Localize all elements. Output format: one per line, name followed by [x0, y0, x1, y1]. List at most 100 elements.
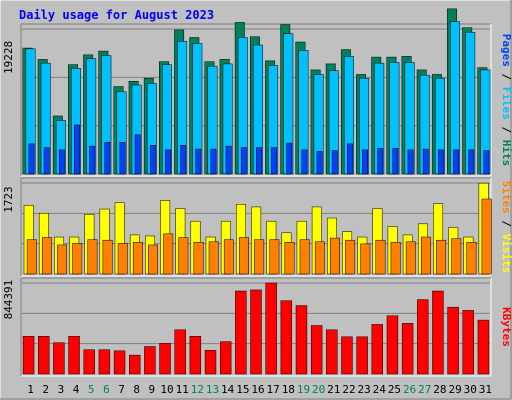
sites-bar	[148, 244, 159, 275]
panel-max-label: 844391	[2, 280, 15, 320]
sites-bar	[117, 243, 128, 275]
kbytes-bar	[477, 319, 490, 375]
kbytes-bar	[235, 290, 247, 375]
sites-bar	[178, 237, 189, 275]
x-tick-label: 2	[42, 383, 49, 396]
kbytes-bar	[38, 336, 50, 375]
kbytes-bar	[189, 336, 202, 375]
x-tick-label: 26	[403, 383, 416, 396]
x-tick-label: 9	[149, 383, 156, 396]
sites-bar	[345, 239, 356, 275]
sites-bar	[466, 242, 477, 275]
pages-bar	[347, 143, 353, 175]
pages-bar	[210, 148, 217, 175]
x-tick-label: 17	[267, 383, 280, 396]
sites-bar	[390, 242, 401, 275]
x-tick-label: 6	[103, 383, 110, 396]
kbytes-bar	[129, 354, 141, 375]
sites-bar	[330, 237, 340, 275]
sites-bar	[193, 242, 204, 275]
kbytes-bar	[371, 324, 383, 375]
pages-bar	[407, 149, 414, 175]
pages-bar	[422, 148, 429, 175]
hits-panel: 19228 Pages / Files / Hits	[2, 8, 512, 177]
x-tick-label: 4	[73, 383, 80, 396]
sites-bar	[360, 243, 371, 275]
kbytes-bar	[68, 336, 80, 375]
x-tick-label: 24	[373, 383, 387, 396]
kbytes-bar	[310, 325, 323, 375]
legend-separator: /	[500, 214, 512, 234]
sites-bar	[436, 239, 447, 275]
pages-bar	[240, 147, 247, 175]
pages-bar	[180, 145, 187, 175]
kbytes-bar	[98, 349, 111, 375]
kbytes-bar	[447, 306, 459, 375]
pages-bar	[28, 143, 35, 175]
sites-bar	[87, 239, 98, 275]
pages-bar	[74, 124, 80, 175]
x-tick-label: 27	[418, 383, 431, 396]
sites-bar	[299, 239, 310, 275]
visits-panel: 1723 Sites / Visits	[2, 177, 512, 277]
pages-bar	[331, 150, 338, 175]
x-tick-label: 11	[176, 383, 189, 396]
kbytes-bar	[356, 336, 368, 375]
legend-separator: /	[500, 67, 512, 87]
pages-bar	[301, 149, 308, 175]
x-tick-label: 8	[133, 383, 140, 396]
x-tick-label: 18	[282, 383, 295, 396]
x-tick-label: 1	[27, 383, 34, 396]
x-tick-label: 31	[479, 383, 492, 396]
kbytes-bar	[417, 299, 429, 375]
sites-bar	[102, 239, 113, 275]
kbytes-bar	[83, 349, 95, 375]
panel-max-label: 19228	[2, 41, 15, 74]
panel-max-label: 1723	[2, 186, 15, 213]
kbytes-bar	[280, 300, 293, 375]
sites-bar	[405, 241, 416, 275]
kbytes-bar	[174, 329, 186, 375]
sites-bar	[254, 239, 265, 275]
sites-bar	[72, 243, 83, 275]
x-tick-label: 10	[160, 383, 173, 396]
x-tick-label: 13	[206, 383, 219, 396]
pages-bar	[195, 148, 202, 175]
kbytes-bar	[113, 350, 126, 375]
kbytes-bar	[53, 342, 65, 375]
pages-bar	[392, 148, 399, 175]
kbytes-bar	[432, 290, 444, 375]
sites-bar	[269, 239, 280, 275]
pages-bar	[271, 147, 278, 175]
kbytes-bar	[341, 336, 353, 375]
x-tick-label: 25	[388, 383, 401, 396]
x-tick-label: 3	[58, 383, 65, 396]
kbytes-bar	[250, 289, 262, 375]
sites-bar	[163, 233, 174, 275]
sites-bar	[375, 239, 386, 275]
pages-bar	[165, 149, 171, 175]
pages-bar	[362, 149, 368, 175]
pages-bar	[483, 150, 490, 175]
kbytes-bar	[265, 282, 277, 375]
sites-bar	[57, 244, 68, 275]
pages-bar	[89, 145, 96, 175]
pages-bar	[316, 151, 323, 175]
kbytes-bar	[462, 310, 474, 375]
sites-bar	[132, 242, 143, 275]
x-tick-label: 29	[448, 383, 461, 396]
pages-bar	[149, 145, 156, 175]
kbytes-bar	[22, 336, 35, 375]
kbytes-bar	[144, 346, 156, 375]
pages-bar	[468, 149, 475, 175]
legend-entry-pages: Pages	[500, 34, 512, 67]
legend-entry-kbytes: KBytes	[500, 307, 512, 347]
panel-legend: Sites / Visits	[500, 181, 512, 274]
kbytes-bar	[386, 315, 399, 375]
legend-entry-visits: Visits	[500, 234, 512, 274]
sites-bar	[284, 242, 295, 275]
sites-bar	[26, 239, 37, 275]
x-tick-label: 20	[312, 383, 325, 396]
x-tick-label: 16	[251, 383, 264, 396]
legend-entry-hits: Hits	[500, 140, 512, 167]
